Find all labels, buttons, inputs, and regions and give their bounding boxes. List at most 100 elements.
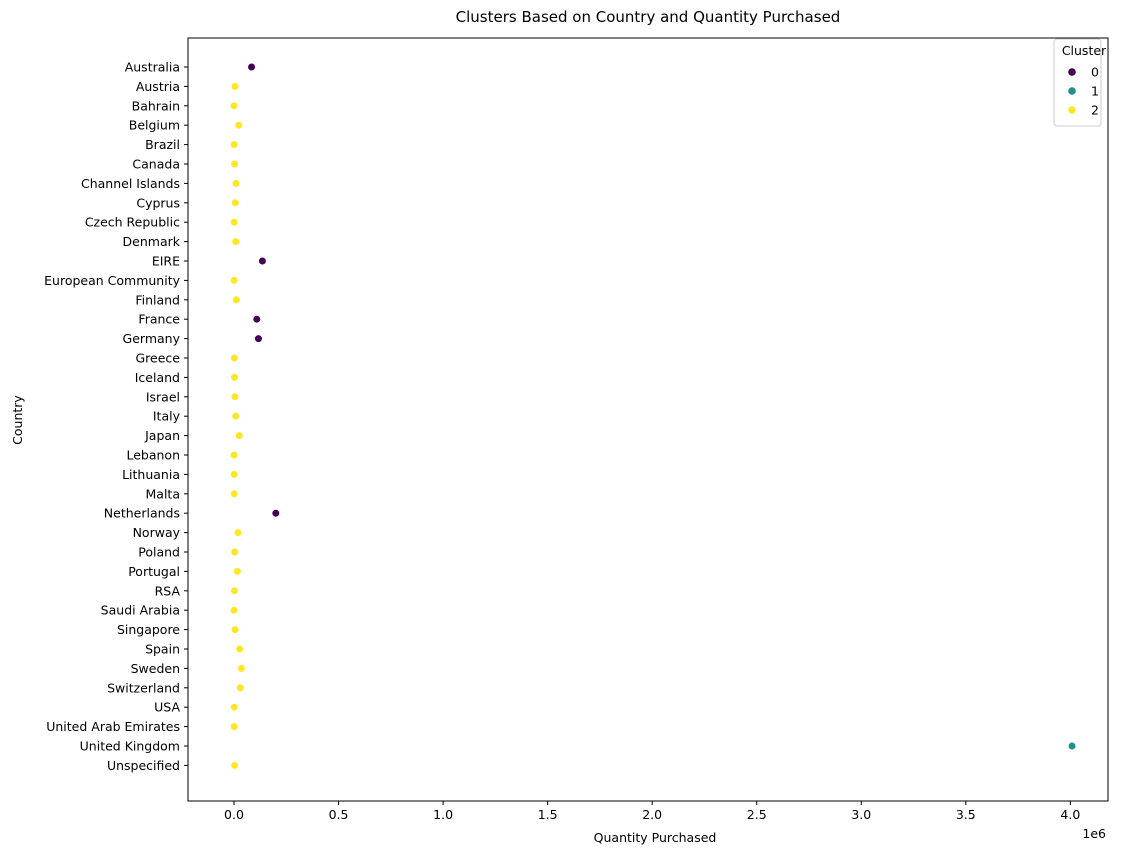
legend-marker-cluster-1 <box>1068 87 1076 95</box>
point-sweden <box>237 664 246 673</box>
y-axis: Australia Austria Bahrain Belgium Brazil Cana… <box>44 60 188 773</box>
y-tick-label: Germany <box>123 331 181 346</box>
y-tick-label: United Kingdom <box>80 739 180 754</box>
point-poland <box>230 547 239 557</box>
y-tick-label: Norway <box>133 525 181 540</box>
y-tick-label: Greece <box>136 351 181 366</box>
y-tick-label: France <box>138 312 180 327</box>
x-tick-label: 1.0 <box>433 807 453 822</box>
y-tick-label: Israel <box>146 389 180 404</box>
point-cyprus <box>231 198 240 207</box>
y-tick-label: Poland <box>138 545 180 560</box>
y-tick-label: Unspecified <box>107 758 180 773</box>
y-tick-label: Malta <box>146 486 180 501</box>
y-tick-label: European Community <box>44 273 180 288</box>
point-spain <box>235 644 244 654</box>
y-tick-label: Austria <box>136 79 180 94</box>
y-tick-label: RSA <box>155 583 181 598</box>
x-tick-label: 2.5 <box>747 807 767 822</box>
point-channel-islands <box>231 179 241 188</box>
y-tick-label: Singapore <box>117 622 180 637</box>
point-austria <box>230 82 240 91</box>
point-greece <box>230 353 239 363</box>
y-tick-label: Brazil <box>145 137 180 152</box>
plot-area <box>187 37 1109 802</box>
x-tick-label: 4.0 <box>1060 807 1080 822</box>
y-axis-title: Country <box>10 395 25 445</box>
point-unspecified <box>230 761 239 770</box>
point-italy <box>231 412 240 421</box>
point-lithuania <box>230 470 239 479</box>
point-netherlands <box>271 509 280 518</box>
y-tick-label: Netherlands <box>104 506 180 521</box>
x-tick-label: 1.5 <box>538 807 558 822</box>
point-singapore <box>230 625 240 634</box>
x-tick-label: 3.5 <box>956 807 976 822</box>
point-australia <box>247 62 256 72</box>
y-tick-label: Lithuania <box>122 467 180 482</box>
point-portugal <box>233 567 242 576</box>
x-axis-title: Quantity Purchased <box>594 830 717 845</box>
point-bahrain <box>229 101 239 110</box>
point-germany <box>254 334 263 343</box>
point-denmark <box>231 237 240 246</box>
point-lebanon <box>229 450 239 460</box>
y-tick-label: Denmark <box>123 234 181 249</box>
legend-marker-cluster-2 <box>1068 106 1076 114</box>
y-tick-label: Finland <box>135 292 180 307</box>
y-tick-label: EIRE <box>152 254 180 269</box>
point-israel <box>230 392 240 401</box>
point-malta <box>230 489 239 498</box>
x-axis-scale-note: 1e6 <box>1082 826 1106 841</box>
point-finland <box>232 295 241 304</box>
y-tick-label: Sweden <box>131 661 180 676</box>
legend-label-cluster-0: 0 <box>1091 65 1099 80</box>
legend-label-cluster-2: 2 <box>1091 103 1099 118</box>
x-tick-label: 3.0 <box>851 807 871 822</box>
x-axis: 0.0 0.5 1.0 1.5 2.0 2.5 3.0 3.5 4.0 <box>224 801 1080 822</box>
y-tick-label: Spain <box>145 642 180 657</box>
y-tick-label: Canada <box>132 157 180 172</box>
point-norway <box>233 528 243 537</box>
point-france <box>252 315 261 324</box>
y-tick-label: Japan <box>144 428 180 443</box>
y-tick-label: United Arab Emirates <box>46 719 180 734</box>
y-tick-label: Channel Islands <box>81 176 180 191</box>
y-tick-label: Czech Republic <box>85 215 180 230</box>
point-european-community <box>230 276 239 285</box>
point-iceland <box>230 373 239 382</box>
y-tick-label: Australia <box>125 60 180 75</box>
legend-title: Cluster <box>1062 43 1107 58</box>
x-tick-label: 0.0 <box>224 807 244 822</box>
y-tick-label: Switzerland <box>107 680 180 695</box>
y-tick-label: USA <box>154 700 180 715</box>
y-tick-label: Italy <box>153 409 181 424</box>
point-canada <box>230 159 239 169</box>
point-belgium <box>234 121 243 130</box>
y-tick-label: Lebanon <box>126 448 180 463</box>
y-tick-label: Belgium <box>129 118 180 133</box>
point-united-kingdom <box>1067 741 1077 751</box>
point-saudi-arabia <box>229 606 239 615</box>
y-tick-label: Saudi Arabia <box>101 603 180 618</box>
y-tick-label: Portugal <box>128 564 180 579</box>
y-tick-label: Iceland <box>135 370 180 385</box>
legend: Cluster 0 1 2 <box>1053 38 1107 127</box>
data-points <box>229 62 1077 770</box>
point-czech-republic <box>230 218 239 227</box>
point-japan <box>235 431 244 440</box>
y-tick-label: Cyprus <box>136 195 180 210</box>
legend-label-cluster-1: 1 <box>1091 84 1099 99</box>
legend-marker-cluster-0 <box>1068 68 1076 76</box>
point-united-arab-emirates <box>230 722 239 731</box>
point-usa <box>230 703 239 712</box>
legend-box <box>1053 38 1102 127</box>
y-tick-label: Bahrain <box>132 98 180 113</box>
x-tick-label: 0.5 <box>329 807 349 822</box>
chart-title: Clusters Based on Country and Quantity P… <box>456 8 841 26</box>
point-brazil <box>229 140 239 149</box>
point-eire <box>258 256 267 266</box>
point-switzerland <box>236 683 245 692</box>
point-rsa <box>230 586 239 595</box>
